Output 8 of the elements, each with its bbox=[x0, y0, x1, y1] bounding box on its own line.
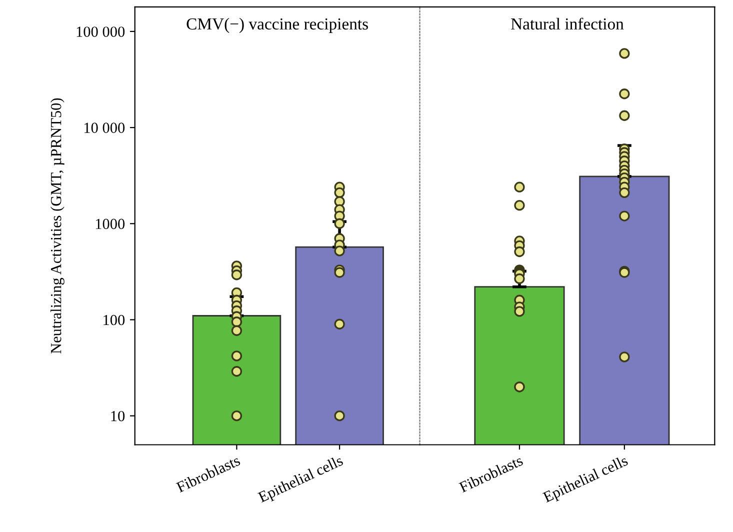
y-tick-label: 10 bbox=[111, 410, 125, 422]
text: CMV(−) vaccine recipients bbox=[186, 18, 368, 33]
text: Natural infection bbox=[511, 18, 624, 30]
y-tick-label: 10 000 bbox=[84, 122, 125, 133]
y-axis-title: Neutralizing Activities (GMT, µPRNT50) bbox=[50, 98, 64, 354]
y-tick-label: 100 000 bbox=[76, 26, 125, 37]
y-tick-label: 100 bbox=[104, 314, 125, 326]
y-tick-label: 1000 bbox=[96, 218, 125, 230]
